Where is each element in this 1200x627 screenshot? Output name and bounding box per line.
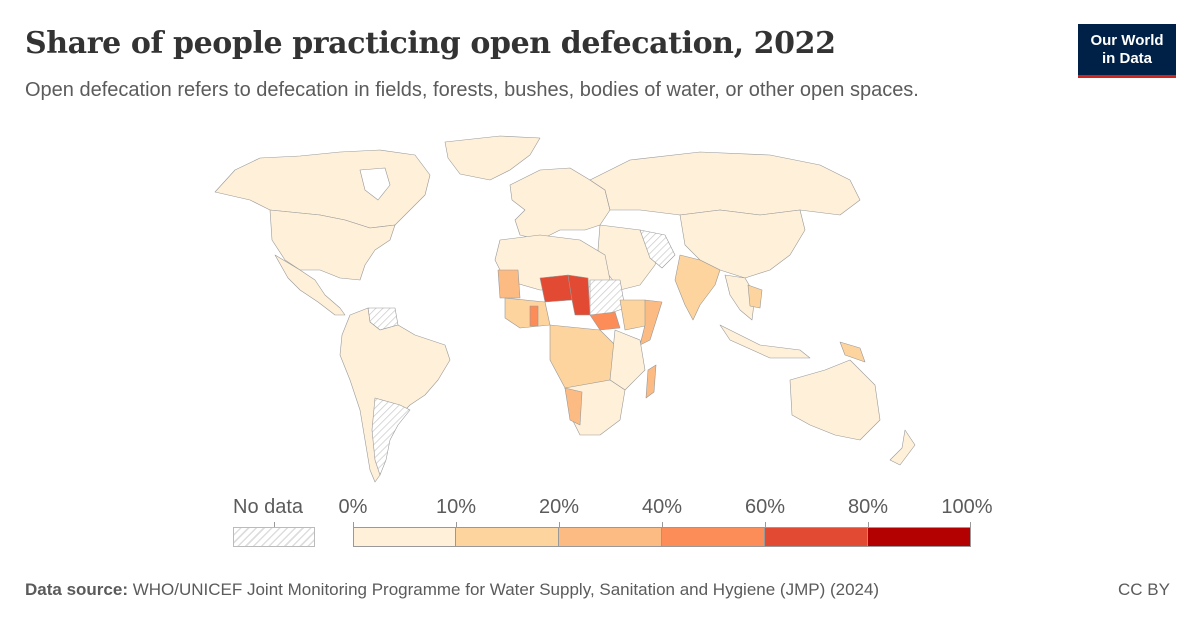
legend-bin-20-40[interactable] <box>559 527 662 547</box>
legend-tick-60: 60% <box>744 496 786 518</box>
legend-tick-mark <box>765 522 766 527</box>
region-east-africa <box>609 329 646 391</box>
legend-bin-80-100[interactable] <box>868 527 971 547</box>
region-iran <box>639 229 676 269</box>
region-mauritania <box>497 269 521 299</box>
legend-tick-20: 20% <box>538 496 580 518</box>
region-west-africa <box>504 297 551 329</box>
owid-logo[interactable]: Our World in Data <box>1078 24 1176 78</box>
region-sudan <box>589 279 626 316</box>
source-link[interactable]: WHO/UNICEF Joint Monitoring Programme fo… <box>127 580 880 599</box>
logo-line-1: Our World <box>1090 31 1164 49</box>
legend-nodata-tick <box>274 522 275 527</box>
region-new-zealand <box>889 429 916 466</box>
legend-tick-mark <box>970 522 971 527</box>
logo-line-2: in Data <box>1101 49 1152 67</box>
legend-bin-40-60[interactable] <box>662 527 765 547</box>
chart-subtitle: Open defecation refers to defecation in … <box>25 79 919 101</box>
region-png <box>839 341 866 363</box>
legend-tick-mark <box>559 522 560 527</box>
license-link[interactable]: CC BY <box>1118 580 1170 599</box>
legend-bin-10-20[interactable] <box>456 527 559 547</box>
region-central-africa <box>549 324 616 391</box>
region-greenland <box>444 135 541 181</box>
region-south-sudan <box>589 311 621 331</box>
legend-tick-mark <box>662 522 663 527</box>
region-niger <box>539 274 573 303</box>
region-madagascar <box>645 364 657 399</box>
legend-tick-40: 40% <box>641 496 683 518</box>
legend-tick-100: 100% <box>941 496 993 518</box>
legend-bin-0-10[interactable] <box>353 527 456 547</box>
legend-nodata-swatch[interactable] <box>233 527 315 547</box>
legend-tick-0: 0% <box>338 496 368 518</box>
legend-bin-60-80[interactable] <box>765 527 868 547</box>
region-benin <box>529 305 539 327</box>
region-namibia <box>564 387 583 426</box>
hudson-bay <box>359 167 391 201</box>
region-indonesia <box>719 324 811 359</box>
region-australia <box>789 359 881 441</box>
region-russia <box>589 151 861 216</box>
chart-title: Share of people practicing open defecati… <box>25 26 836 61</box>
region-cambodia <box>747 284 763 309</box>
region-china <box>679 209 806 279</box>
region-somalia <box>639 299 663 346</box>
region-europe <box>509 167 611 241</box>
data-source: Data source: WHO/UNICEF Joint Monitoring… <box>25 580 879 600</box>
region-india <box>674 254 721 321</box>
legend-nodata-label: No data <box>233 496 304 518</box>
region-argentina <box>371 397 411 476</box>
legend-tick-10: 10% <box>435 496 477 518</box>
region-chad <box>567 274 591 316</box>
color-legend: No data 0% 10% 20% 40% 60% 80% 100% <box>230 494 1000 554</box>
region-mexico <box>274 254 346 316</box>
legend-bins <box>353 527 971 547</box>
source-label: Data source: <box>25 580 128 599</box>
legend-tick-mark <box>353 522 354 527</box>
region-usa <box>269 209 396 281</box>
region-south-america <box>339 307 451 483</box>
legend-tick-mark <box>456 522 457 527</box>
region-southeast-asia <box>724 274 756 321</box>
legend-tick-mark <box>868 522 869 527</box>
legend-tick-80: 80% <box>847 496 889 518</box>
world-map[interactable] <box>200 130 1000 490</box>
